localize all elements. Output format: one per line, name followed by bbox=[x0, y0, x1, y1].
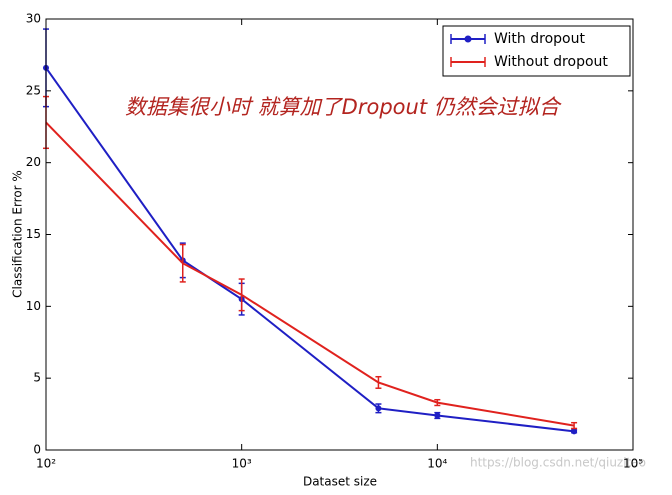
y-tick-label: 10 bbox=[26, 299, 41, 313]
error-bar bbox=[179, 243, 186, 283]
y-tick-label: 20 bbox=[26, 155, 41, 169]
y-tick-label: 30 bbox=[26, 12, 41, 26]
point bbox=[571, 428, 578, 435]
error-bar bbox=[238, 278, 245, 312]
series-line bbox=[45, 121, 575, 427]
legend-label: Without dropout bbox=[494, 54, 608, 70]
x-tick-label: 10⁴ bbox=[427, 457, 447, 471]
y-tick-label: 25 bbox=[26, 83, 41, 97]
x-tick-label: 10³ bbox=[232, 457, 252, 471]
annotation: 数据集很小时 就算加了Dropout 仍然会过拟合 bbox=[125, 95, 562, 119]
y-tick-label: 15 bbox=[26, 227, 41, 241]
error-bar bbox=[434, 398, 441, 407]
y-tick-label: 5 bbox=[33, 371, 41, 385]
watermark: https://blog.csdn.net/qiuzitao bbox=[470, 456, 646, 470]
error-bar bbox=[571, 421, 578, 430]
x-tick-label: 10⁵ bbox=[623, 457, 643, 471]
point bbox=[375, 405, 382, 412]
x-axis-label: Dataset size bbox=[303, 475, 377, 489]
x-tick-label: 10² bbox=[36, 457, 56, 471]
point bbox=[434, 412, 441, 419]
series-line bbox=[45, 67, 575, 433]
legend-swatch bbox=[464, 35, 472, 43]
legend-label: With dropout bbox=[494, 31, 585, 47]
plot-frame bbox=[45, 18, 634, 451]
error-bar bbox=[375, 375, 382, 389]
y-tick-label: 0 bbox=[33, 443, 41, 457]
y-axis-label: Classification Error % bbox=[11, 170, 25, 298]
legend-box bbox=[442, 25, 631, 77]
